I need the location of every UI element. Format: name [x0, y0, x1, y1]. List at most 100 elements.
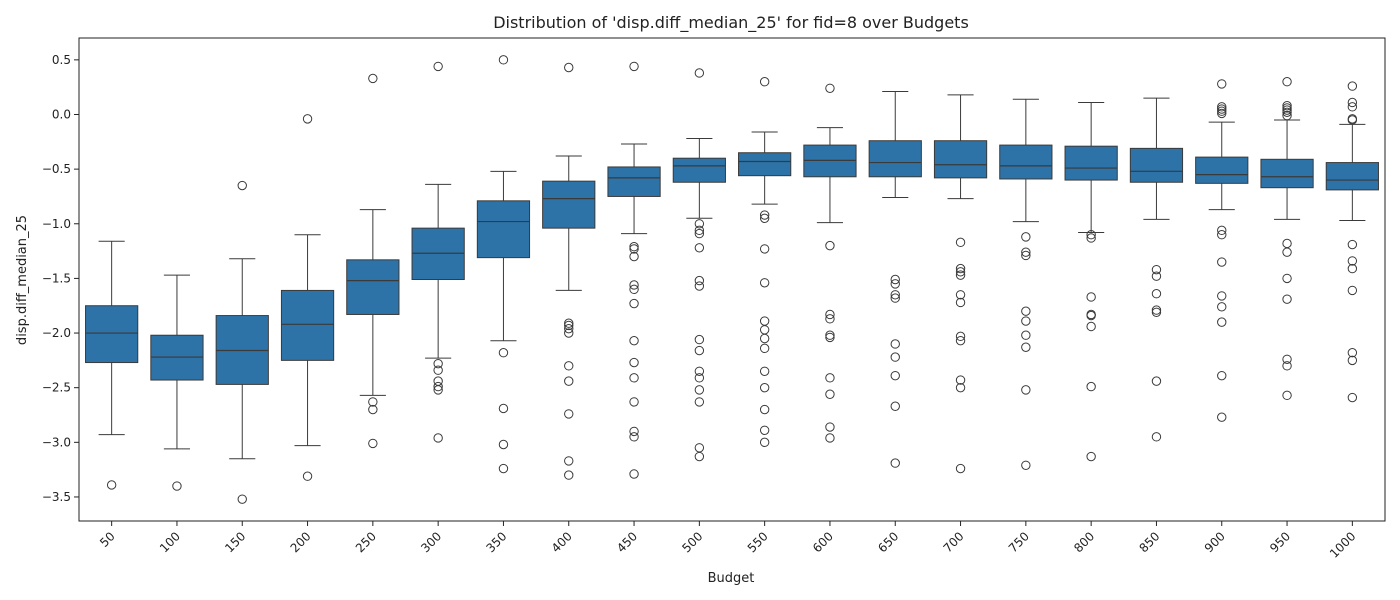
outlier-point: [955, 331, 966, 342]
outlier-point: [237, 180, 247, 191]
outlier-point: [1151, 305, 1162, 315]
box-900: [1195, 79, 1249, 422]
outlier-point: [825, 83, 835, 93]
box-iqr: [999, 144, 1053, 180]
y-tick-label: −3.0: [42, 435, 71, 449]
box-600: [803, 83, 857, 443]
outlier-point: [955, 375, 966, 385]
outlier-point: [302, 114, 313, 124]
outlier-point: [564, 318, 574, 328]
outlier-point: [1347, 97, 1358, 108]
outlier-point: [1282, 110, 1292, 121]
outlier-point: [237, 494, 247, 504]
outlier-point: [433, 385, 443, 395]
outlier-point: [1217, 317, 1227, 327]
outlier-point: [629, 426, 639, 437]
outlier-point: [1282, 361, 1292, 371]
outlier-point: [1086, 321, 1096, 332]
outlier-point: [1217, 106, 1227, 116]
outlier-point: [759, 77, 770, 87]
outlier-point: [1347, 355, 1358, 366]
outlier-point: [1021, 247, 1031, 257]
y-tick-label: −0.5: [42, 162, 71, 176]
outlier-point: [759, 382, 770, 393]
outlier-point: [564, 323, 574, 334]
outlier-point: [759, 244, 770, 254]
outlier-point: [564, 456, 574, 466]
outlier-point: [629, 432, 639, 442]
y-tick-label: −3.5: [42, 490, 71, 504]
outlier-point: [1217, 302, 1227, 312]
outlier-point: [1347, 239, 1358, 250]
box-series: [85, 55, 1379, 504]
outlier-point: [1282, 77, 1292, 87]
outlier-point: [1282, 273, 1292, 284]
outlier-point: [629, 335, 639, 346]
y-tick-label: −2.0: [42, 326, 71, 340]
box-300: [411, 61, 465, 443]
outlier-point: [1086, 233, 1096, 243]
outlier-point: [759, 437, 770, 448]
outlier-point: [106, 480, 117, 490]
outlier-point: [1347, 81, 1358, 91]
outlier-point: [759, 333, 770, 344]
y-tick-label: 0.5: [52, 53, 71, 67]
outlier-point: [433, 381, 443, 392]
box-750: [999, 98, 1053, 470]
outlier-point: [694, 373, 705, 383]
outlier-point: [1217, 102, 1227, 112]
outlier-point: [564, 320, 574, 331]
outlier-point: [825, 389, 835, 399]
box-950: [1260, 77, 1314, 401]
outlier-point: [564, 328, 574, 338]
box-iqr: [542, 180, 596, 229]
outlier-point: [694, 281, 705, 291]
outlier-point: [1282, 247, 1292, 257]
outlier-point: [433, 358, 443, 369]
outlier-point: [759, 366, 770, 376]
outlier-point: [694, 219, 705, 229]
outlier-point: [1217, 291, 1227, 301]
box-850: [1129, 97, 1184, 442]
box-iqr: [1064, 145, 1118, 181]
outlier-point: [498, 55, 509, 65]
outlier-point: [890, 274, 900, 285]
outlier-point: [955, 237, 966, 248]
outlier-point: [694, 397, 705, 407]
box-iqr: [933, 140, 988, 179]
outlier-point: [1021, 232, 1031, 242]
outlier-point: [890, 293, 900, 303]
box-iqr: [280, 289, 335, 361]
outlier-point: [1151, 289, 1162, 299]
chart-title: Distribution of 'disp.diff_median_25' fo…: [493, 13, 969, 33]
outlier-point: [1151, 264, 1162, 275]
outlier-point: [433, 365, 443, 375]
outlier-point: [1347, 263, 1358, 274]
box-iqr: [85, 305, 139, 364]
outlier-point: [498, 463, 509, 474]
outlier-point: [759, 278, 770, 288]
outlier-point: [1151, 376, 1162, 386]
outlier-point: [825, 240, 835, 251]
outlier-point: [825, 422, 835, 432]
outlier-point: [498, 439, 509, 450]
box-iqr: [346, 259, 400, 315]
outlier-point: [629, 373, 639, 383]
outlier-point: [564, 409, 574, 419]
outlier-point: [1021, 316, 1031, 326]
x-axis-label: Budget: [708, 571, 755, 586]
y-axis: 0.5 0.0 −0.5 −1.0 −1.5 −2.0 −2.5 −3.0 −3.5: [42, 53, 79, 504]
outlier-point: [694, 228, 705, 239]
box-iqr: [607, 166, 661, 197]
outlier-point: [1347, 256, 1358, 266]
outlier-point: [498, 403, 509, 414]
outlier-point: [629, 469, 639, 479]
y-tick-label: −1.5: [42, 271, 71, 285]
box-iqr: [476, 200, 531, 259]
outlier-point: [302, 471, 313, 481]
outlier-point: [1217, 79, 1227, 89]
outlier-point: [825, 314, 835, 324]
box-200: [280, 114, 335, 481]
